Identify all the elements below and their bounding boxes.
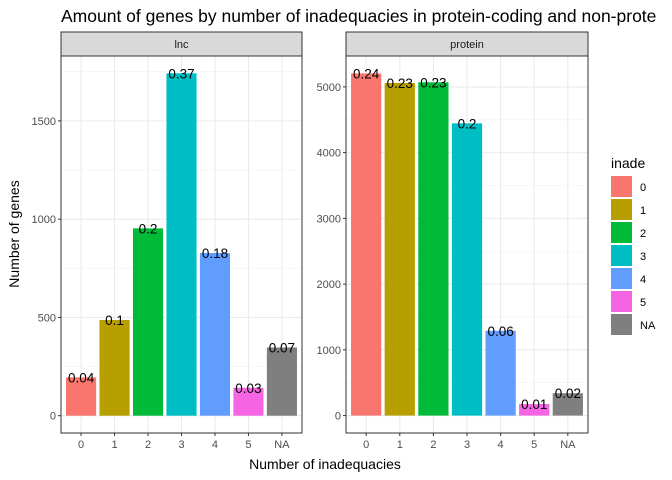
bar-label: 0.02: [555, 386, 581, 401]
legend-swatch-4: [611, 268, 632, 289]
legend-swatch-3: [611, 245, 632, 266]
bar-label: 0.01: [521, 397, 547, 412]
bar-protein-1: [384, 82, 415, 416]
strip-label-lnc: lnc: [174, 39, 189, 51]
x-tick-label: 0: [78, 439, 84, 451]
legend-label: 4: [640, 274, 646, 286]
chart-title: Amount of genes by number of inadequacie…: [61, 6, 656, 26]
panel-border: [345, 55, 589, 434]
bar-label: 0.37: [168, 66, 194, 81]
bar-protein-4: [485, 330, 516, 416]
bar-lnc-5: [233, 387, 264, 416]
x-tick-label: 0: [363, 439, 369, 451]
bar-lnc-1: [99, 319, 130, 416]
bar-label: 0.1: [105, 313, 124, 328]
bar-protein-2: [418, 82, 449, 416]
x-axis-title: Number of inadequacies: [249, 456, 401, 472]
legend-label: 5: [640, 297, 646, 309]
bar-label: 0.23: [387, 76, 413, 91]
bar-lnc-2: [132, 228, 164, 416]
x-tick-label: 1: [111, 439, 117, 451]
legend-swatch-0: [611, 176, 632, 197]
bar-protein-0: [351, 73, 382, 416]
strip-lnc: [60, 31, 303, 57]
legend-label: 3: [640, 251, 646, 263]
bar-protein-NA: [552, 393, 583, 416]
y-tick-label: 5000: [317, 82, 341, 94]
legend: inade 0 1 2 3 4 5 NA: [611, 155, 656, 335]
bar-label: 0.2: [139, 221, 158, 236]
legend-label: 2: [640, 228, 646, 240]
y-tick-label: 4000: [317, 148, 341, 160]
legend-label: 1: [640, 205, 646, 217]
legend-swatch-1: [611, 199, 632, 220]
bar-label: 0.07: [269, 340, 295, 355]
legend-label: NA: [640, 320, 656, 332]
x-tick-label: 2: [430, 439, 436, 451]
x-tick-label: 4: [212, 439, 218, 451]
x-tick-label: 2: [145, 439, 151, 451]
x-tick-label: NA: [560, 439, 576, 451]
y-tick-label: 0: [50, 411, 56, 423]
legend-swatch-NA: [611, 314, 632, 335]
x-tick-label: 3: [464, 439, 470, 451]
bar-label: 0.2: [458, 116, 477, 131]
bar-label: 0.24: [353, 66, 380, 81]
bar-protein-5: [519, 404, 550, 416]
panel-border: [60, 55, 303, 434]
legend-swatch-5: [611, 291, 632, 312]
bar-lnc-0: [66, 377, 97, 416]
bar-protein-3: [451, 123, 483, 416]
x-tick-label: NA: [274, 439, 290, 451]
x-tick-label: 3: [178, 439, 184, 451]
y-tick-label: 1000: [32, 214, 56, 226]
y-tick-label: 0: [335, 411, 341, 423]
panel-lnc: lnc 0 500 1000 1500 0.04 0.1 0.2 0.37 0.18 0.03 0.0…: [32, 31, 303, 451]
bar-lnc-4: [199, 252, 231, 416]
x-tick-label: 4: [498, 439, 504, 451]
y-tick-label: 500: [38, 312, 56, 324]
y-tick-label: 3000: [317, 213, 341, 225]
bar-label: 0.04: [68, 370, 95, 385]
x-tick-label: 5: [531, 439, 537, 451]
strip-label-protein: protein: [450, 39, 484, 51]
bar-label: 0.06: [487, 324, 513, 339]
y-tick-label: 1500: [32, 116, 56, 128]
y-tick-label: 2000: [317, 279, 341, 291]
y-axis-title: Number of genes: [6, 180, 22, 287]
y-tick-label: 1000: [317, 345, 341, 357]
bar-label: 0.03: [235, 381, 261, 396]
bar-label: 0.23: [420, 75, 446, 90]
legend-label: 0: [640, 182, 646, 194]
bar-label: 0.18: [202, 246, 228, 261]
x-tick-label: 5: [245, 439, 251, 451]
legend-title: inade: [611, 155, 645, 171]
bar-lnc-3: [166, 73, 197, 416]
legend-swatch-2: [611, 222, 632, 243]
bar-lnc-NA: [266, 347, 297, 416]
x-tick-label: 1: [397, 439, 403, 451]
